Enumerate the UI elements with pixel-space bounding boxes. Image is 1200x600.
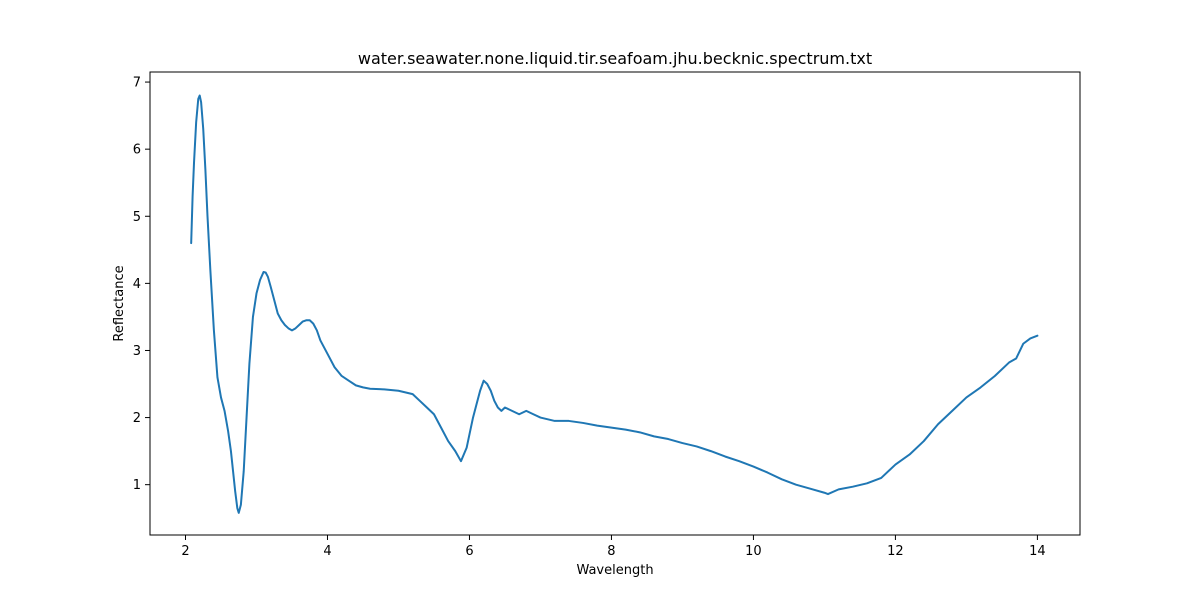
x-tick-label: 8: [607, 544, 615, 559]
x-axis-label: Wavelength: [576, 563, 653, 578]
y-axis-ticks: 1 2 3 4 5 6 7: [133, 76, 150, 493]
series-line: [190, 94, 1039, 514]
x-tick-label: 10: [745, 544, 762, 559]
y-axis-label: Reflectance: [112, 265, 127, 341]
y-tick-label: 2: [133, 411, 141, 426]
x-tick-label: 6: [465, 544, 473, 559]
y-tick-label: 5: [133, 210, 141, 225]
x-tick-label: 4: [323, 544, 331, 559]
x-axis-ticks: 2 4 6 8 10 12 14: [181, 535, 1046, 559]
y-tick-label: 3: [133, 344, 141, 359]
x-tick-label: 12: [887, 544, 904, 559]
y-tick-label: 6: [133, 143, 141, 158]
x-tick-label: 2: [181, 544, 189, 559]
axes-frame: [149, 71, 1081, 536]
y-tick-label: 4: [133, 277, 141, 292]
plot-area: [190, 94, 1039, 514]
x-tick-label: 14: [1029, 544, 1046, 559]
chart-title: water.seawater.none.liquid.tir.seafoam.j…: [358, 49, 872, 68]
y-tick-label: 1: [133, 478, 141, 493]
y-tick-label: 7: [133, 76, 141, 91]
